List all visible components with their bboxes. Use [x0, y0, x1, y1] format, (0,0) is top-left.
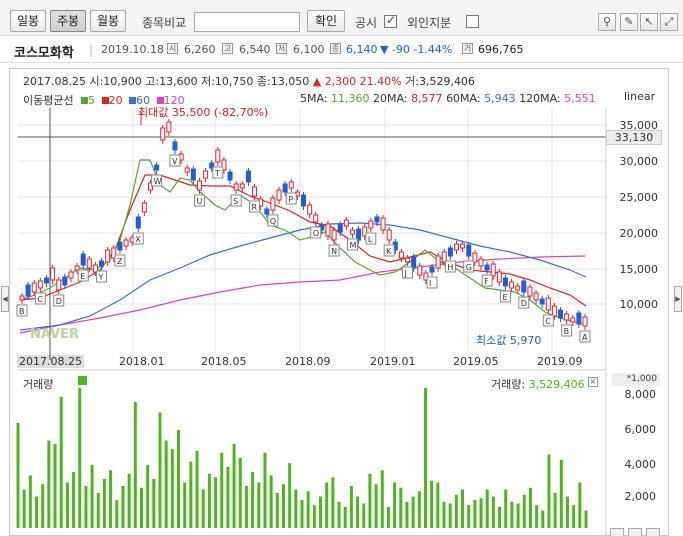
toolbar: 일봉 주봉 월봉 종목비교 확인 공시 ✓ 외인지분 ⚲ ✎ ↖ ⤢ [0, 0, 683, 36]
confirm-button[interactable]: 확인 [307, 10, 345, 32]
x-tick: 2018.05 [201, 355, 247, 368]
pencil-icon[interactable]: ✎ [620, 13, 638, 31]
volume-icon: 거 [462, 43, 473, 54]
stock-date: 2019.10.18 [101, 43, 164, 56]
change-value: ▼ -90 -1.44% [380, 43, 453, 56]
monthly-button[interactable]: 월봉 [90, 10, 126, 32]
compare-label: 종목비교 [142, 16, 187, 30]
x-tick: 2018.09 [285, 355, 331, 368]
ma-legend: 이동평균선 5 20 60 120 [23, 94, 185, 107]
chart-summary: 2017.08.25 시:10,900 고:13,600 저:10,750 종:… [23, 75, 475, 88]
public-label: 공시 [355, 16, 378, 30]
scale-label[interactable]: linear [624, 90, 656, 103]
crosshair-price-label: 33,130 [606, 130, 662, 145]
open-value: 6,260 [184, 43, 216, 56]
stock-info-bar: 코스모화학 | 2019.10.18 시 6,260 고 6,540 저 6,1… [0, 37, 683, 63]
compare-input[interactable] [194, 12, 300, 32]
y-tick: 20,000 [619, 227, 659, 240]
x-tick-current: 2017.08.25 [17, 355, 84, 368]
y-tick: 30,000 [619, 155, 659, 168]
x-tick: 2018.01 [119, 355, 165, 368]
y-tick: 15,000 [619, 263, 659, 276]
close-value: 6,140 [346, 43, 378, 56]
low-value: 6,100 [293, 43, 325, 56]
volume-label: 거래량 [23, 378, 54, 391]
weekly-button[interactable]: 주봉 [50, 10, 86, 32]
volume-y-tick: 8,000 [624, 388, 657, 401]
high-icon: 고 [222, 43, 233, 54]
volume-close-icon[interactable]: × [588, 377, 598, 387]
high-value: 6,540 [239, 43, 271, 56]
pin-icon[interactable]: ⚲ [598, 13, 616, 31]
public-checkbox[interactable]: ✓ [384, 13, 397, 28]
foreign-label: 외인지분 [407, 16, 452, 30]
volume-value: 696,765 [478, 43, 524, 56]
volume-y-tick: 4,000 [624, 458, 657, 471]
zoom-reset-button[interactable] [628, 528, 642, 536]
low-icon: 저 [276, 43, 287, 54]
zoom-out-button[interactable] [610, 528, 624, 536]
x-tick: 2019.09 [537, 355, 583, 368]
x-tick: 2019.05 [453, 355, 499, 368]
volume-unit: *1,000 [612, 373, 660, 386]
ma-values: 5MA: 11,360 20MA: 8,577 60MA: 5,943 120M… [300, 92, 596, 105]
scroll-right-icon[interactable]: ▶ [674, 286, 682, 312]
volume-y-tick: 6,000 [624, 423, 657, 436]
chart-panel[interactable] [9, 68, 669, 536]
volume-y-tick: 2,000 [624, 490, 657, 503]
open-icon: 시 [167, 43, 178, 54]
volume-summary: 거래량: 3,529,406 [491, 378, 585, 391]
expand-icon[interactable]: ⤢ [660, 13, 678, 31]
y-tick: 35,000 [619, 119, 659, 132]
scroll-left-icon[interactable]: ◀ [1, 286, 9, 312]
y-tick: 10,000 [619, 298, 659, 311]
zoom-in-button[interactable] [646, 528, 660, 536]
stock-name: 코스모화학 [14, 46, 74, 61]
separator: | [89, 43, 94, 57]
volume-legend-swatch [78, 376, 87, 385]
check-icon: ✓ [386, 13, 397, 27]
cursor-icon[interactable]: ↖ [640, 13, 658, 31]
y-tick: 25,000 [619, 191, 659, 204]
daily-button[interactable]: 일봉 [10, 10, 46, 32]
x-tick: 2019.01 [370, 355, 416, 368]
foreign-checkbox[interactable] [466, 15, 479, 28]
close-icon: 종 [330, 43, 341, 54]
